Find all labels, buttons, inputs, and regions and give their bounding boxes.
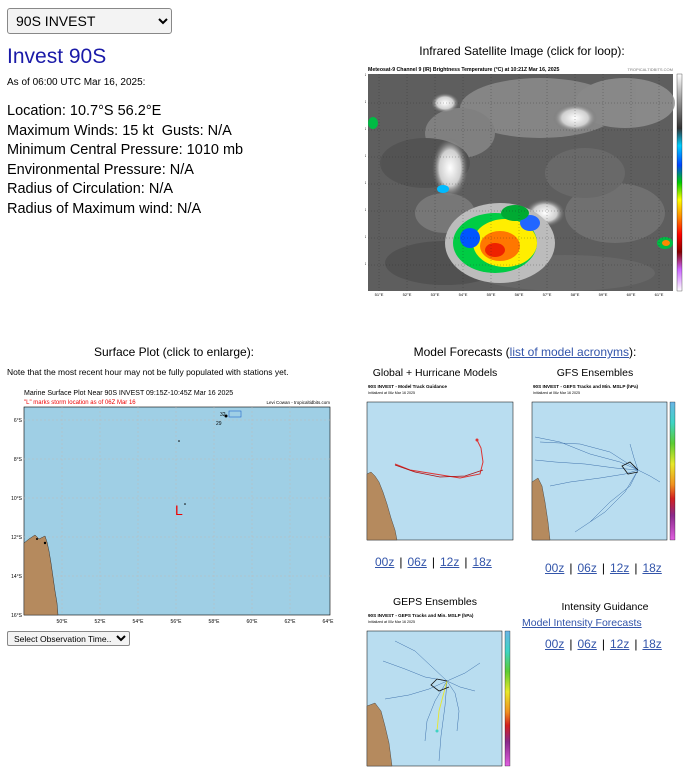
gfs-ensembles-title: GFS Ensembles [556, 367, 634, 379]
surface-lon-label: 64°E [323, 619, 335, 625]
geps-img-sub: Initialized at 00z Mar 16 2025 [368, 620, 415, 624]
model-heading-suffix: ): [629, 345, 637, 359]
ir-lon-label: 59°E [599, 292, 608, 297]
as-of-time: As of 06:00 UTC Mar 16, 2025: [7, 77, 146, 88]
global-models-image[interactable]: 90S INVEST - Model Track Guidance Initia… [365, 382, 517, 544]
intensity-forecast-link[interactable]: Model Intensity Forecasts [522, 617, 642, 629]
observation-time-select[interactable]: Select Observation Time... [7, 631, 130, 646]
geps-ensembles-title: GEPS Ensembles [392, 596, 478, 608]
surface-lon-label: 54°E [133, 619, 145, 625]
ir-lon-label: 61°E [655, 292, 664, 297]
ir-lon-label: 55°E [487, 292, 496, 297]
surface-lon-label: 60°E [247, 619, 259, 625]
ir-lon-label: 51°E [375, 292, 384, 297]
global-run-12z[interactable]: 12z [439, 555, 460, 569]
surface-lon-label: 50°E [57, 619, 69, 625]
ir-lon-label: 56°E [515, 292, 524, 297]
surface-note: Note that the most recent hour may not b… [7, 367, 289, 377]
intensity-run-06z[interactable]: 06z [577, 637, 597, 651]
global-models-runs: 00z | 06z | 12z | 18z [375, 555, 492, 569]
ir-image-title: Meteosat-9 Channel 9 (IR) Brightness Tem… [368, 67, 559, 73]
storm-location: Location: 10.7°S 56.2°E [7, 103, 162, 119]
surface-plot-image[interactable]: Marine Surface Plot Near 90S INVEST 09:1… [7, 385, 337, 625]
geps-img-title: 90S INVEST - GEPS Tracks and Min. MSLP (… [368, 613, 474, 618]
surface-lon-label: 58°E [209, 619, 221, 625]
intensity-forecast-link-wrap: Model Intensity Forecasts [522, 617, 642, 629]
ir-lon-label: 58°E [571, 292, 580, 297]
geps-ensembles-image[interactable]: 90S INVEST - GEPS Tracks and Min. MSLP (… [365, 611, 523, 769]
storm-info: Location: 10.7°S 56.2°E Maximum Winds: 1… [7, 102, 243, 220]
gfs-run-06z[interactable]: 06z [577, 561, 597, 575]
surface-lat-label: 10°S [11, 496, 23, 502]
surface-lon-label: 56°E [171, 619, 183, 625]
gfs-run-12z[interactable]: 12z [609, 561, 630, 575]
global-models-title: Global + Hurricane Models [372, 367, 498, 379]
storm-pressure: Minimum Central Pressure: 1010 mb [7, 142, 244, 159]
storm-select[interactable]: 90S INVEST [7, 8, 172, 34]
intensity-runs: 00z | 06z | 12z | 18z [545, 637, 662, 651]
ir-lon-label: 52°E [403, 292, 412, 297]
storm-marker: L [175, 502, 183, 518]
surface-map-title: Marine Surface Plot Near 90S INVEST 09:1… [24, 390, 233, 397]
storm-env-pressure: Environmental Pressure: N/A [7, 161, 194, 178]
ir-lon-label: 53°E [431, 292, 440, 297]
surface-lat-label: 16°S [11, 613, 23, 619]
global-run-06z[interactable]: 06z [407, 555, 427, 569]
storm-radius-circulation: Radius of Circulation: N/A [7, 181, 174, 198]
intensity-guidance-title: Intensity Guidance [561, 601, 649, 613]
surface-lon-label: 52°E [95, 619, 107, 625]
station-label: 29 [216, 421, 222, 427]
ir-lon-label: 60°E [627, 292, 636, 297]
storm-winds: Maximum Winds: 15 kt Gusts: N/A [7, 122, 232, 139]
model-heading-prefix: Model Forecasts ( [413, 345, 510, 359]
model-forecasts-heading: Model Forecasts (list of model acronyms)… [360, 345, 690, 359]
surface-lon-label: 62°E [285, 619, 297, 625]
global-img-title: 90S INVEST - Model Track Guidance [368, 384, 447, 389]
surface-lat-label: 14°S [11, 574, 23, 580]
surface-lat-label: 8°S [14, 457, 23, 463]
storm-title: Invest 90S [7, 45, 107, 68]
global-run-18z[interactable]: 18z [472, 555, 492, 569]
surface-heading: Surface Plot (click to enlarge): [93, 345, 255, 359]
intensity-run-12z[interactable]: 12z [609, 637, 630, 651]
model-acronyms-link[interactable]: list of model acronyms [509, 345, 630, 359]
gfs-run-18z[interactable]: 18z [642, 561, 662, 575]
ir-credit: TROPICALTIDBITS.COM [628, 67, 673, 72]
gfs-ensembles-runs: 00z | 06z | 12z | 18z [545, 561, 662, 575]
surface-lat-label: 6°S [14, 418, 23, 424]
storm-radius-max-wind: Radius of Maximum wind: N/A [7, 200, 202, 217]
global-run-00z[interactable]: 00z [375, 555, 395, 569]
surface-map-subtitle: "L" marks storm location as of 06Z Mar 1… [24, 400, 136, 406]
gfs-run-00z[interactable]: 00z [545, 561, 565, 575]
surface-lat-label: 12°S [11, 535, 23, 541]
station-label: 32 [220, 412, 226, 418]
intensity-run-18z[interactable]: 18z [642, 637, 662, 651]
ir-heading: Infrared Satellite Image (click for loop… [419, 44, 625, 58]
global-img-sub: Initialized at 06z Mar 16 2025 [368, 391, 415, 395]
surface-credit: Levi Cowan - tropicaltidbits.com [266, 400, 330, 405]
intensity-run-00z[interactable]: 00z [545, 637, 565, 651]
gfs-ensembles-image[interactable]: 90S INVEST - GEFS Tracks and Min. MSLP (… [530, 382, 688, 544]
gfs-img-title: 90S INVEST - GEFS Tracks and Min. MSLP (… [533, 384, 639, 389]
ir-satellite-image[interactable]: Meteosat-9 Channel 9 (IR) Brightness Tem… [357, 63, 687, 297]
gfs-img-sub: Initialized at 06z Mar 16 2025 [533, 391, 580, 395]
ir-lon-label: 54°E [459, 292, 468, 297]
ir-lon-label: 57°E [543, 292, 552, 297]
